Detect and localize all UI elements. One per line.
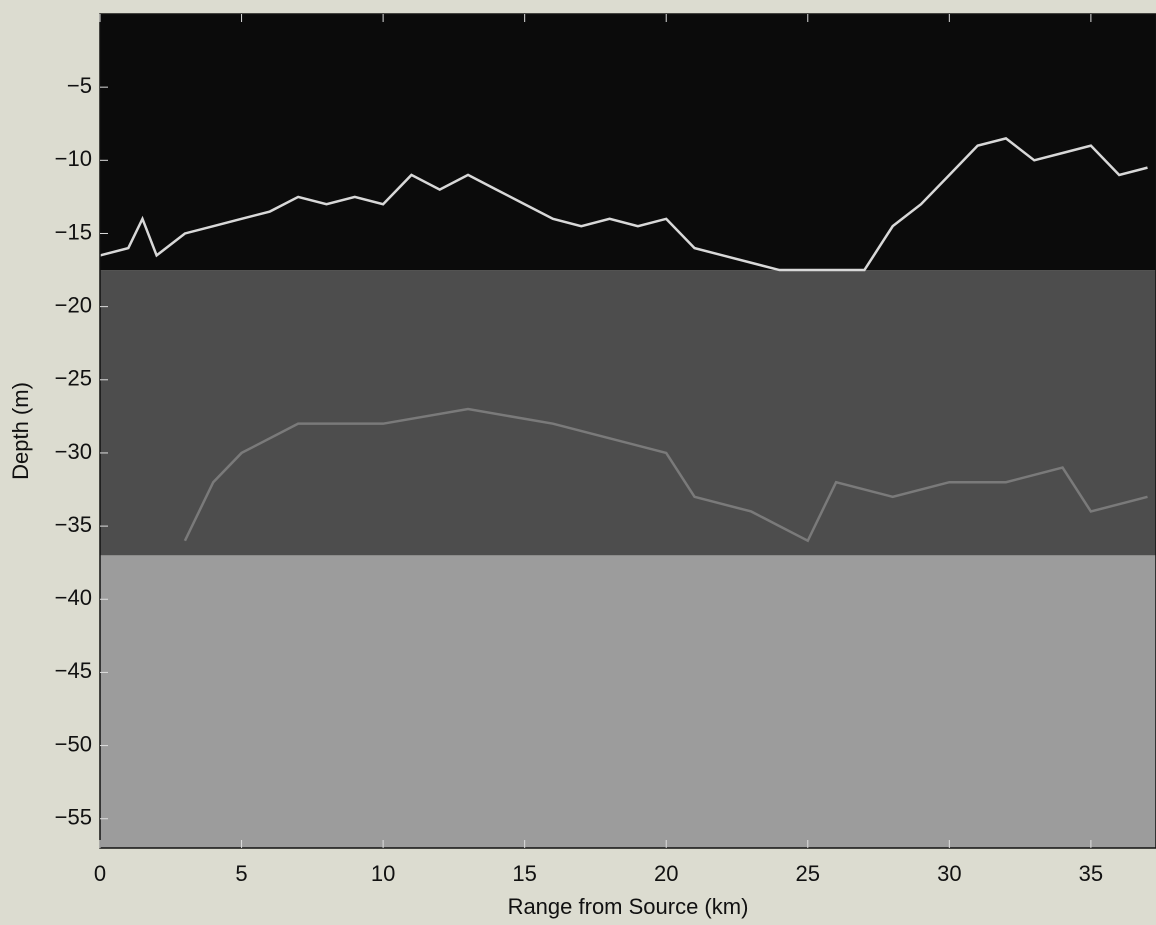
x-tick-label: 15 xyxy=(512,861,536,886)
y-tick-label: −30 xyxy=(55,439,92,464)
y-tick-label: −40 xyxy=(55,585,92,610)
x-tick-label: 10 xyxy=(371,861,395,886)
x-axis-label: Range from Source (km) xyxy=(508,894,749,919)
y-tick-label: −25 xyxy=(55,366,92,391)
y-tick-label: −5 xyxy=(67,73,92,98)
x-tick-label: 20 xyxy=(654,861,678,886)
x-tick-label: 35 xyxy=(1079,861,1103,886)
depth-layer xyxy=(100,270,1156,556)
x-tick-label: 0 xyxy=(94,861,106,886)
y-tick-label: −20 xyxy=(55,292,92,317)
x-tick-label: 25 xyxy=(796,861,820,886)
depth-trace xyxy=(183,407,1148,543)
depth-layer xyxy=(100,555,1156,848)
y-tick-label: −35 xyxy=(55,512,92,537)
y-tick-label: −55 xyxy=(55,805,92,830)
y-axis-label: Depth (m) xyxy=(8,382,33,480)
x-tick-label: 30 xyxy=(937,861,961,886)
depth-trace xyxy=(99,137,1148,272)
plot-frame xyxy=(99,13,1156,849)
y-tick-label: −10 xyxy=(55,146,92,171)
y-tick-label: −15 xyxy=(55,219,92,244)
x-tick-label: 5 xyxy=(235,861,247,886)
y-tick-label: −50 xyxy=(55,731,92,756)
depth-layer xyxy=(100,14,1156,271)
y-tick-label: −45 xyxy=(55,658,92,683)
